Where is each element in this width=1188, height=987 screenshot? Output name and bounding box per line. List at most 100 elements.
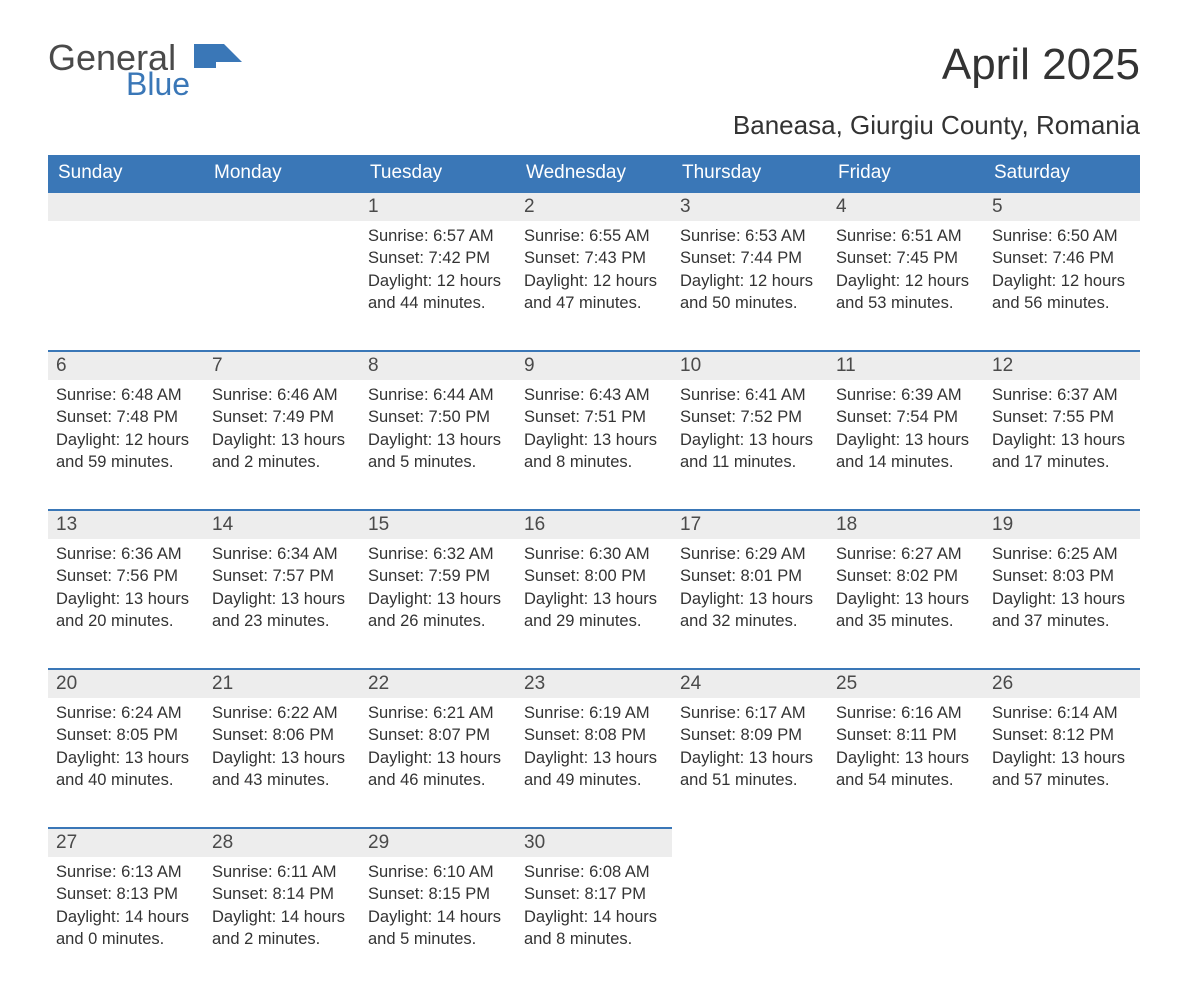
sunset-value: 7:42 PM [429, 249, 490, 267]
sunrise-label: Sunrise: [836, 386, 901, 404]
daylight-label: Daylight: [56, 590, 125, 608]
sunset-label: Sunset: [524, 249, 585, 267]
sunrise: Sunrise: 6:34 AM [212, 543, 352, 565]
sunset: Sunset: 8:06 PM [212, 724, 352, 746]
day-cell: Sunrise: 6:19 AMSunset: 8:08 PMDaylight:… [516, 698, 672, 828]
daynum-row: 27282930 [48, 828, 1140, 857]
weekday-header: Monday [204, 155, 360, 192]
daylight: Daylight: 13 hours and 26 minutes. [368, 588, 508, 633]
day-number-cell: 22 [360, 669, 516, 698]
day-cell: Sunrise: 6:55 AMSunset: 7:43 PMDaylight:… [516, 221, 672, 351]
day-cell: Sunrise: 6:27 AMSunset: 8:02 PMDaylight:… [828, 539, 984, 669]
daylight: Daylight: 12 hours and 59 minutes. [56, 429, 196, 474]
daylight: Daylight: 13 hours and 17 minutes. [992, 429, 1132, 474]
daylight-label: Daylight: [368, 431, 437, 449]
sunrise: Sunrise: 6:13 AM [56, 861, 196, 883]
sunset-label: Sunset: [212, 408, 273, 426]
daylight: Daylight: 13 hours and 54 minutes. [836, 747, 976, 792]
sunset: Sunset: 8:12 PM [992, 724, 1132, 746]
sunset-value: 7:45 PM [897, 249, 958, 267]
sunset-value: 7:55 PM [1053, 408, 1114, 426]
sunset-label: Sunset: [212, 567, 273, 585]
sunrise-label: Sunrise: [680, 227, 745, 245]
sunset: Sunset: 8:08 PM [524, 724, 664, 746]
day-number-cell: 30 [516, 828, 672, 857]
sunset: Sunset: 8:17 PM [524, 883, 664, 905]
sunset-label: Sunset: [836, 726, 897, 744]
day-cell: Sunrise: 6:08 AMSunset: 8:17 PMDaylight:… [516, 857, 672, 987]
sunset-value: 7:44 PM [741, 249, 802, 267]
day-number-cell: 13 [48, 510, 204, 539]
sunrise-label: Sunrise: [680, 386, 745, 404]
day-number: 6 [56, 355, 67, 376]
day-cell: Sunrise: 6:39 AMSunset: 7:54 PMDaylight:… [828, 380, 984, 510]
sunrise-value: 6:21 AM [433, 704, 494, 722]
weekday-header: Saturday [984, 155, 1140, 192]
daylight-label: Daylight: [368, 590, 437, 608]
sunrise-label: Sunrise: [368, 863, 433, 881]
logo: General Blue [48, 40, 242, 100]
sunrise-label: Sunrise: [212, 863, 277, 881]
daylight-label: Daylight: [56, 431, 125, 449]
sunrise-value: 6:44 AM [433, 386, 494, 404]
day-number-cell: 16 [516, 510, 672, 539]
day-number: 12 [992, 355, 1013, 376]
daylight: Daylight: 13 hours and 2 minutes. [212, 429, 352, 474]
sunrise-value: 6:11 AM [277, 863, 336, 881]
sunrise-label: Sunrise: [56, 386, 121, 404]
sunrise-label: Sunrise: [212, 386, 277, 404]
sunrise-value: 6:27 AM [901, 545, 962, 563]
sunrise: Sunrise: 6:50 AM [992, 225, 1132, 247]
daylight: Daylight: 13 hours and 29 minutes. [524, 588, 664, 633]
sunset-value: 7:52 PM [741, 408, 802, 426]
sunset: Sunset: 8:11 PM [836, 724, 976, 746]
day-cell: Sunrise: 6:36 AMSunset: 7:56 PMDaylight:… [48, 539, 204, 669]
sunrise: Sunrise: 6:53 AM [680, 225, 820, 247]
sunset-label: Sunset: [524, 885, 585, 903]
daylight-label: Daylight: [212, 590, 281, 608]
weekday-header: Tuesday [360, 155, 516, 192]
daylight-label: Daylight: [368, 908, 437, 926]
sunrise-value: 6:13 AM [121, 863, 182, 881]
sunset-value: 7:56 PM [117, 567, 178, 585]
sunrise-label: Sunrise: [56, 545, 121, 563]
content-row: Sunrise: 6:57 AMSunset: 7:42 PMDaylight:… [48, 221, 1140, 351]
day-number-cell: 29 [360, 828, 516, 857]
sunset: Sunset: 8:15 PM [368, 883, 508, 905]
sunset-value: 7:49 PM [273, 408, 334, 426]
sunset-label: Sunset: [680, 249, 741, 267]
sunrise-value: 6:17 AM [745, 704, 806, 722]
sunset: Sunset: 7:55 PM [992, 406, 1132, 428]
sunset: Sunset: 7:57 PM [212, 565, 352, 587]
day-number: 8 [368, 355, 379, 376]
sunrise: Sunrise: 6:19 AM [524, 702, 664, 724]
daylight: Daylight: 14 hours and 8 minutes. [524, 906, 664, 951]
sunset-label: Sunset: [524, 408, 585, 426]
sunset-label: Sunset: [680, 408, 741, 426]
day-number: 14 [212, 514, 233, 535]
day-number-cell: 25 [828, 669, 984, 698]
sunset-label: Sunset: [368, 249, 429, 267]
sunset-value: 7:54 PM [897, 408, 958, 426]
sunrise: Sunrise: 6:17 AM [680, 702, 820, 724]
day-number: 21 [212, 673, 233, 694]
sunrise: Sunrise: 6:39 AM [836, 384, 976, 406]
sunrise-label: Sunrise: [524, 863, 589, 881]
location: Baneasa, Giurgiu County, Romania [48, 110, 1140, 141]
day-number-cell: 18 [828, 510, 984, 539]
day-cell: Sunrise: 6:24 AMSunset: 8:05 PMDaylight:… [48, 698, 204, 828]
daylight-label: Daylight: [56, 749, 125, 767]
day-cell: Sunrise: 6:41 AMSunset: 7:52 PMDaylight:… [672, 380, 828, 510]
sunset-value: 8:03 PM [1053, 567, 1114, 585]
sunset-label: Sunset: [56, 885, 117, 903]
logo-sub: Blue [126, 68, 190, 100]
sunrise-label: Sunrise: [524, 227, 589, 245]
sunrise-value: 6:48 AM [121, 386, 182, 404]
daylight: Daylight: 13 hours and 23 minutes. [212, 588, 352, 633]
sunrise: Sunrise: 6:10 AM [368, 861, 508, 883]
daylight: Daylight: 13 hours and 37 minutes. [992, 588, 1132, 633]
day-number-cell: 23 [516, 669, 672, 698]
sunset-label: Sunset: [524, 567, 585, 585]
sunrise-label: Sunrise: [836, 545, 901, 563]
day-number: 11 [836, 355, 856, 376]
